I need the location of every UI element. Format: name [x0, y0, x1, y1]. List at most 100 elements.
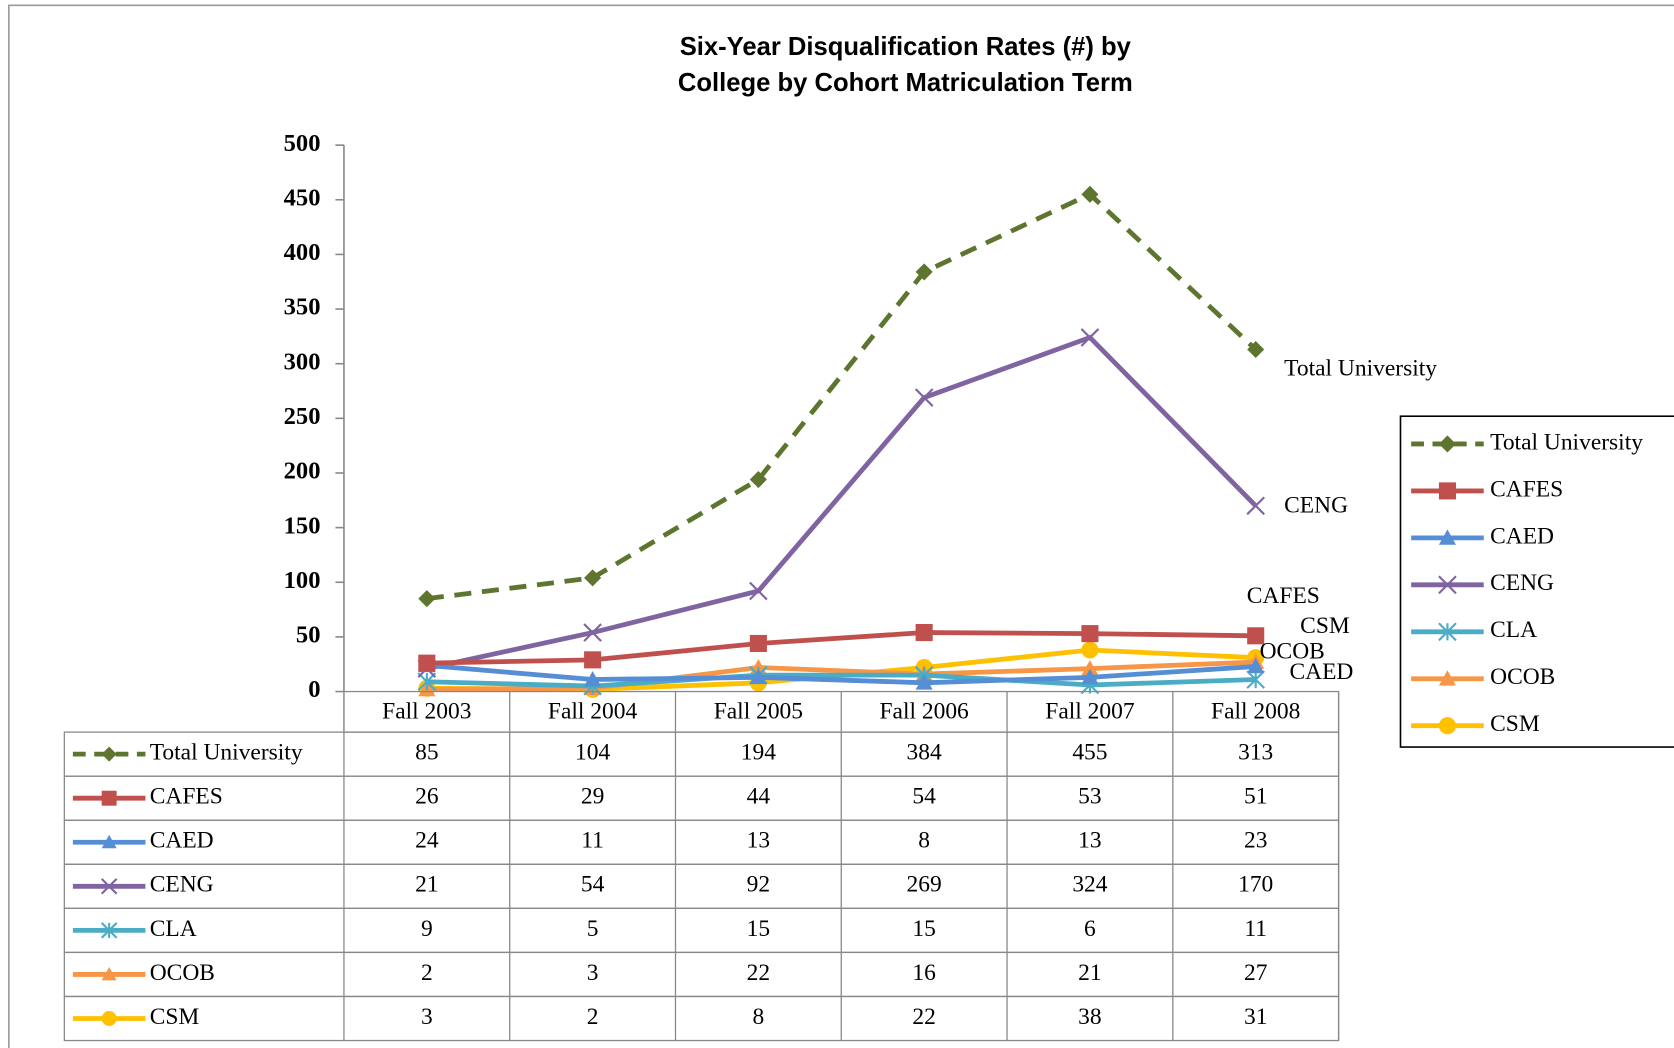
marker	[915, 624, 933, 642]
table-cell: 269	[907, 872, 942, 898]
table-cell: 11	[581, 828, 604, 854]
table-row	[63, 951, 1340, 998]
table-row-label: CAFES	[150, 784, 223, 810]
table-cell: 2	[587, 1004, 599, 1030]
table-cell: 31	[1244, 1004, 1267, 1030]
legend-label: CAED	[1490, 523, 1554, 549]
table-cell: 3	[421, 1004, 433, 1030]
marker	[584, 670, 602, 687]
table-cell: 2	[421, 960, 433, 986]
marker	[100, 922, 118, 939]
table-cell: 51	[1244, 784, 1267, 810]
y-tick-label: 50	[296, 622, 321, 649]
table-cell: 15	[912, 916, 935, 942]
series-line	[426, 191, 1258, 602]
marker	[1438, 435, 1456, 453]
x-tick-label: Fall 2003	[382, 698, 471, 724]
legend-label: OCOB	[1490, 664, 1555, 690]
marker	[1081, 185, 1099, 203]
table-cell: 85	[415, 740, 438, 766]
table-cell: 455	[1072, 740, 1107, 766]
x-tick-label: Fall 2006	[879, 698, 969, 724]
x-tick-label: Fall 2005	[714, 698, 803, 724]
table-cell: 26	[415, 784, 439, 810]
table-cell: 44	[747, 784, 771, 810]
y-tick-label: 0	[308, 676, 320, 703]
table-cell: 92	[747, 872, 770, 898]
y-tick-label: 250	[284, 403, 321, 430]
y-tick-label: 400	[284, 239, 321, 266]
marker	[1246, 496, 1265, 516]
y-tick-label: 200	[284, 458, 321, 485]
table-cell: 11	[1244, 916, 1267, 942]
table-cell: 22	[912, 1004, 935, 1030]
table-cell: 8	[918, 828, 930, 854]
marker	[749, 634, 767, 653]
series-line	[426, 659, 1256, 692]
series-line	[426, 672, 1256, 689]
table-cell: 8	[753, 1004, 765, 1030]
marker	[1438, 670, 1456, 686]
marker	[915, 263, 933, 281]
series-line	[426, 630, 1256, 666]
x-tick-label: Fall 2004	[548, 698, 638, 724]
marker	[1081, 660, 1099, 676]
y-tick-label: 100	[284, 567, 321, 594]
legend-label: CSM	[1490, 711, 1540, 737]
marker	[583, 623, 602, 642]
table-cell: 54	[912, 784, 936, 810]
table-cell: 5	[587, 916, 599, 942]
table-cell: 170	[1238, 872, 1273, 898]
table-cell: 3	[587, 960, 599, 986]
legend-label: CENG	[1490, 570, 1554, 596]
table-row-label: OCOB	[150, 960, 215, 986]
marker	[1438, 529, 1456, 545]
marker	[1438, 622, 1457, 642]
table-cell: 13	[1078, 828, 1101, 854]
x-tick-label: Fall 2007	[1045, 698, 1135, 724]
table-cell: 6	[1084, 916, 1096, 942]
series-end-label: CAED	[1289, 659, 1353, 685]
series-end-label: CAFES	[1247, 583, 1320, 609]
table-row	[63, 907, 1340, 954]
table-row-label: CSM	[150, 1004, 200, 1030]
table-cell: 104	[575, 740, 610, 766]
series-line	[426, 334, 1258, 671]
marker	[101, 966, 117, 981]
table-cell: 27	[1244, 960, 1268, 986]
marker	[584, 569, 602, 587]
table-cell: 13	[747, 828, 770, 854]
legend-label: Total University	[1490, 429, 1643, 455]
table-cell: 21	[1078, 960, 1101, 986]
series-end-label: CSM	[1300, 613, 1350, 639]
legend-label: CAFES	[1490, 476, 1563, 502]
table-cell: 22	[747, 960, 770, 986]
marker	[101, 834, 117, 849]
marker	[101, 746, 117, 762]
table-cell: 16	[912, 960, 936, 986]
marker	[100, 878, 118, 895]
table-cell: 194	[741, 740, 776, 766]
table-row	[63, 863, 1340, 909]
marker	[915, 674, 933, 690]
marker	[1081, 641, 1099, 659]
table-row-label: CLA	[150, 916, 197, 942]
marker	[418, 654, 436, 672]
marker	[1247, 657, 1265, 674]
table-row-label: CENG	[150, 872, 214, 898]
table-row-label: Total University	[150, 740, 303, 766]
marker	[1438, 482, 1456, 500]
table-cell: 53	[1078, 784, 1101, 810]
marker	[1080, 328, 1100, 347]
marker	[1246, 670, 1265, 689]
y-tick-label: 500	[284, 130, 321, 157]
series-end-label: CENG	[1284, 492, 1348, 518]
y-tick-label: 350	[284, 294, 321, 321]
y-tick-label: 300	[284, 348, 321, 375]
table-row	[63, 995, 1340, 1042]
marker	[1081, 625, 1099, 643]
table-cell: 384	[907, 740, 942, 766]
legend-box	[1399, 415, 1674, 748]
marker	[1438, 717, 1456, 735]
